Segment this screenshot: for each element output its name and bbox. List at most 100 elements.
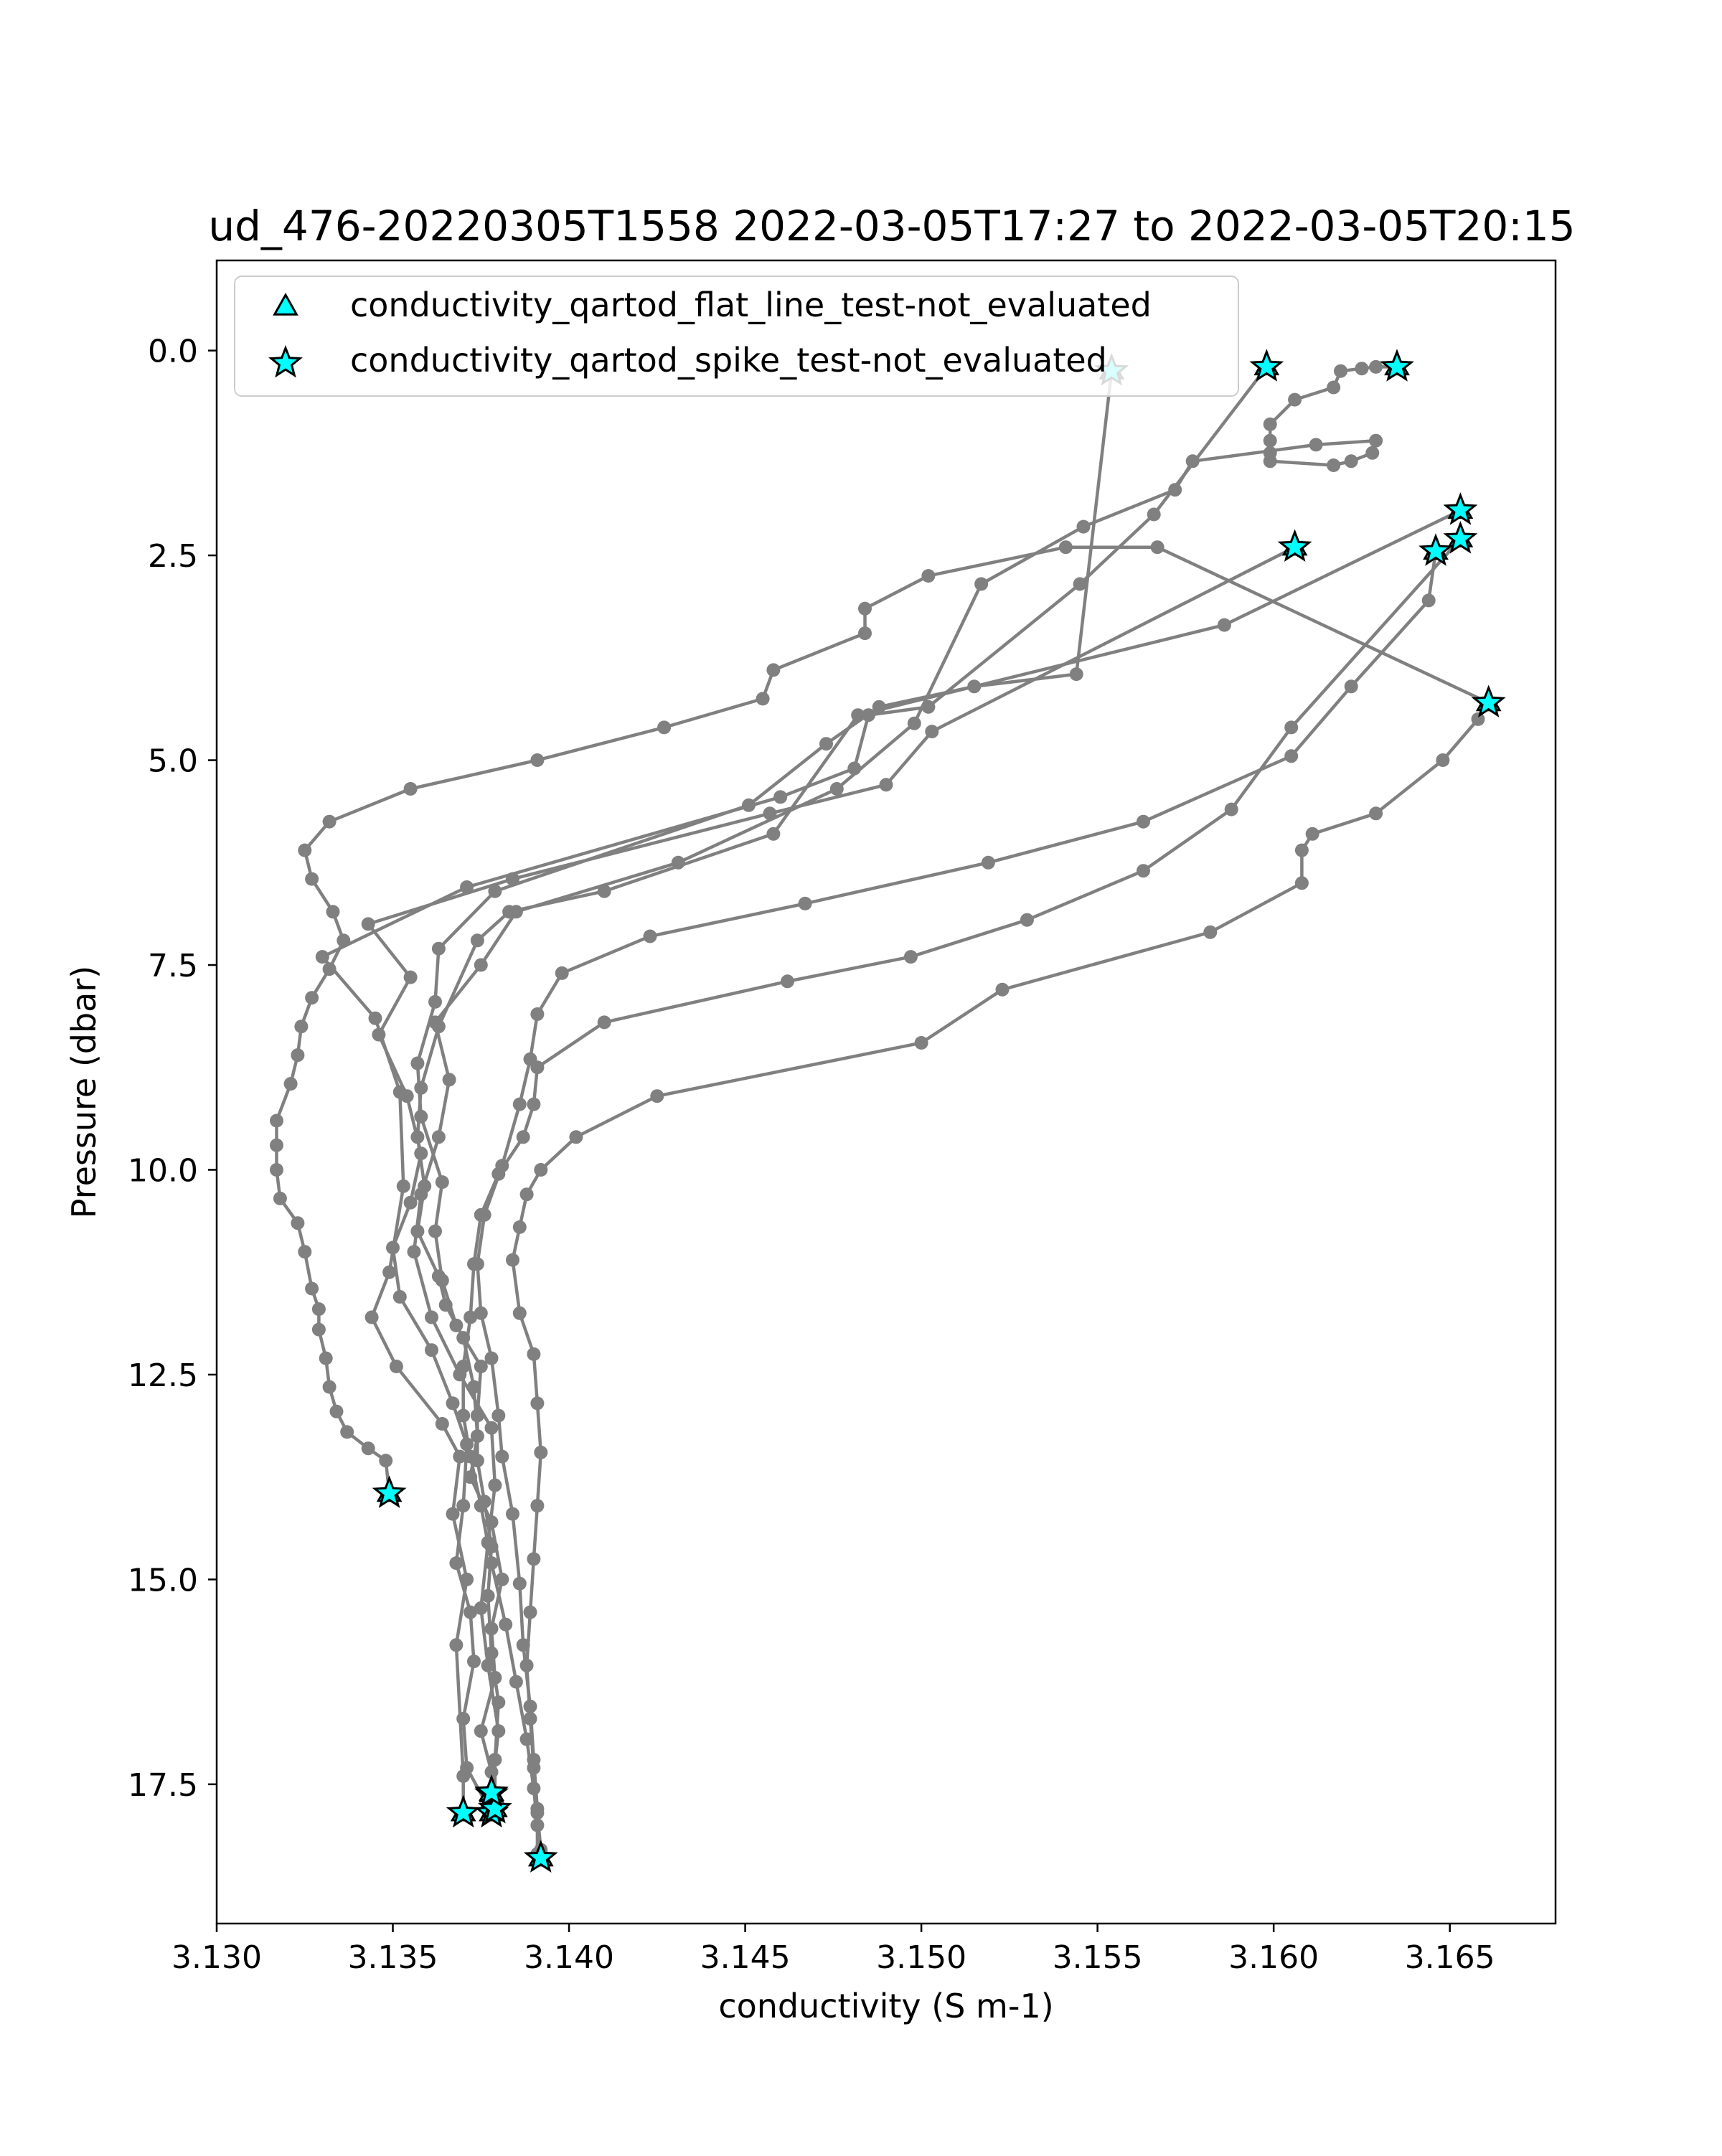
- data-point: [1369, 806, 1383, 821]
- data-point: [1294, 843, 1309, 857]
- data-point: [534, 1445, 548, 1459]
- data-point: [456, 1769, 471, 1783]
- data-point: [495, 1572, 509, 1586]
- x-tick-label: 3.130: [171, 1939, 262, 1976]
- y-tick-label: 10.0: [128, 1152, 198, 1189]
- data-point: [530, 753, 545, 767]
- data-point: [1327, 458, 1341, 472]
- data-point: [781, 974, 794, 989]
- y-tick-label: 7.5: [148, 948, 198, 984]
- data-point: [1203, 925, 1218, 939]
- data-point: [534, 1163, 548, 1177]
- data-point: [414, 1187, 428, 1202]
- data-point: [294, 1020, 309, 1034]
- data-point: [340, 1425, 354, 1439]
- data-point: [1334, 364, 1347, 378]
- data-point: [1168, 483, 1182, 497]
- data-point: [530, 1007, 545, 1021]
- data-point: [1020, 913, 1034, 927]
- data-point: [484, 1351, 499, 1365]
- data-point: [464, 1605, 478, 1619]
- flag-layer: [372, 349, 1506, 1873]
- spike-flag-marker: [1443, 521, 1478, 554]
- data-point: [858, 601, 872, 616]
- data-point: [464, 1310, 478, 1324]
- data-point: [509, 905, 523, 919]
- data-point: [1137, 864, 1150, 878]
- data-point: [311, 1322, 326, 1337]
- data-point: [1369, 433, 1383, 448]
- data-point: [403, 782, 418, 796]
- data-point: [903, 950, 918, 964]
- data-point: [298, 843, 312, 857]
- data-point: [364, 1310, 379, 1324]
- data-point: [453, 1449, 467, 1464]
- data-point: [981, 855, 995, 870]
- data-point: [270, 1114, 283, 1128]
- data-point: [470, 1257, 484, 1271]
- data-point: [484, 1556, 499, 1571]
- data-point: [597, 1015, 611, 1030]
- data-point: [499, 1617, 513, 1632]
- spike-flag-marker: [474, 1774, 509, 1807]
- data-point: [392, 1290, 407, 1304]
- data-point: [1073, 577, 1087, 591]
- spike-flag-marker: [523, 1840, 558, 1873]
- data-point: [392, 1085, 407, 1099]
- data-point: [1224, 802, 1238, 816]
- data-point: [428, 1224, 442, 1238]
- data-point: [326, 905, 340, 919]
- data-point: [467, 1654, 481, 1669]
- data-point: [491, 1408, 506, 1423]
- data-point: [671, 855, 685, 870]
- data-point: [431, 1130, 446, 1144]
- data-point: [523, 1712, 537, 1726]
- x-tick-label: 3.155: [1053, 1939, 1143, 1976]
- data-point: [273, 1191, 287, 1205]
- data-point: [305, 991, 319, 1005]
- data-point: [456, 1499, 471, 1513]
- data-point: [1355, 362, 1369, 376]
- series-1: [270, 540, 1496, 1500]
- y-tick-label: 0.0: [148, 334, 198, 370]
- data-point: [1137, 814, 1150, 829]
- data-point: [291, 1048, 305, 1063]
- data-point: [382, 1265, 397, 1279]
- data-point: [410, 1056, 425, 1070]
- data-point: [368, 1011, 382, 1025]
- data-point: [414, 1147, 428, 1161]
- data-point: [456, 1360, 471, 1373]
- data-point: [1305, 827, 1319, 841]
- data-point: [298, 1245, 312, 1259]
- x-tick-label: 3.150: [876, 1939, 966, 1976]
- data-point: [319, 1351, 333, 1365]
- data-point: [921, 569, 936, 583]
- data-point: [477, 1208, 491, 1222]
- data-point: [311, 1302, 326, 1317]
- data-point: [322, 1380, 337, 1394]
- x-axis-ticks: 3.130 3.135 3.140 3.145 3.150 3.155 3.160 3.165: [171, 1924, 1495, 1976]
- axes-frame: [215, 259, 1557, 1925]
- data-point: [435, 1417, 449, 1431]
- data-point: [530, 1499, 545, 1513]
- x-axis-label: conductivity (S m-1): [718, 1987, 1053, 2025]
- data-point: [516, 1130, 530, 1144]
- plot-area: [217, 260, 1556, 1924]
- data-point: [756, 692, 770, 706]
- data-point: [1344, 679, 1358, 694]
- data-point: [474, 1724, 488, 1738]
- data-point: [435, 1274, 449, 1288]
- data-point: [329, 1404, 344, 1418]
- data-point: [1185, 454, 1200, 469]
- data-point: [449, 1318, 464, 1332]
- data-point: [657, 720, 672, 735]
- data-point: [484, 1421, 499, 1435]
- data-point: [1217, 618, 1231, 632]
- data-point: [1263, 417, 1277, 431]
- data-point: [527, 1347, 541, 1361]
- data-point: [569, 1130, 583, 1144]
- data-point: [819, 737, 833, 751]
- y-tick-label: 15.0: [128, 1562, 198, 1599]
- data-point: [481, 1658, 495, 1672]
- data-point: [1263, 433, 1277, 448]
